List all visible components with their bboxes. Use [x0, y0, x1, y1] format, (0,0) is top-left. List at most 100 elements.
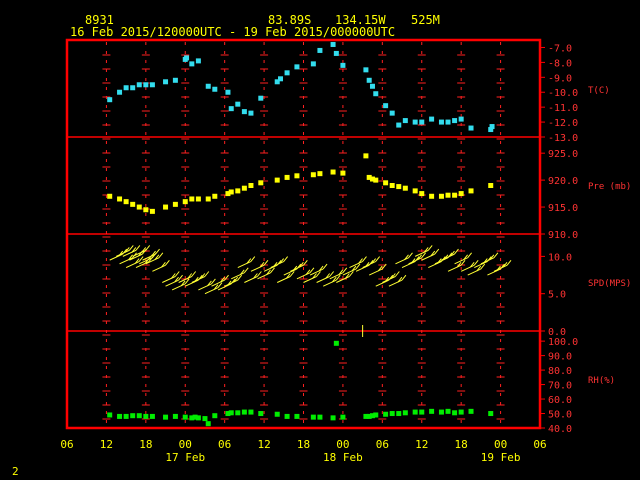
wind-barb-flag: [351, 265, 357, 272]
temperature-point: [438, 119, 444, 125]
wind-barb: [395, 252, 413, 265]
wind-barb: [336, 271, 354, 283]
humidity-point: [317, 414, 323, 420]
wind-barb-flag: [397, 276, 403, 283]
wind-barb: [178, 271, 197, 283]
wind-barb-flag: [145, 245, 151, 251]
temperature-point: [488, 127, 494, 133]
wind-barb-flag: [200, 273, 206, 279]
wind-barb-staff: [441, 253, 455, 261]
wind-barb: [329, 267, 348, 280]
wind-barb-flag: [348, 271, 354, 277]
humidity-point: [369, 413, 375, 419]
pressure-point: [419, 191, 425, 197]
pressure-point: [330, 169, 336, 175]
station-id: 8931: [85, 13, 114, 27]
wind-barb-staff: [162, 276, 176, 283]
pressure-point: [195, 196, 201, 202]
temperature-point: [189, 61, 195, 67]
wind-barb-staff: [467, 268, 481, 276]
wind-barb-staff: [342, 268, 357, 276]
humidity-point: [402, 410, 408, 416]
wind-barb-staff: [414, 249, 429, 257]
humidity-point: [136, 413, 142, 419]
wind-barb: [408, 252, 427, 265]
temperature-point: [294, 64, 300, 70]
wind-barb-flag: [178, 274, 183, 281]
wind-barb-flag: [210, 278, 216, 285]
y-tick-label-temperature: -7.0: [548, 43, 572, 54]
wind-barb-staff: [171, 283, 186, 291]
y-tick-label-wind: 10.0: [548, 252, 572, 263]
wind-barb-staff: [375, 279, 389, 287]
x-tick-label: 06: [60, 438, 73, 451]
wind-barb-staff: [109, 253, 123, 261]
wind-barb-flag: [489, 254, 495, 261]
humidity-point: [172, 413, 178, 419]
temperature-point: [184, 55, 190, 61]
wind-barb: [244, 271, 262, 283]
wind-barb-staff: [290, 264, 304, 272]
humidity-point: [389, 411, 395, 417]
wind-barb-flag: [233, 276, 239, 283]
wind-barb: [171, 278, 190, 291]
pressure-point: [429, 193, 435, 199]
wind-barb-flag: [237, 274, 243, 281]
wind-barb-flag: [204, 271, 210, 277]
temperature-point: [163, 79, 169, 85]
humidity-point: [163, 414, 169, 420]
humidity-point: [310, 414, 316, 420]
wind-barb-staff: [211, 279, 225, 287]
pressure-point: [172, 201, 178, 207]
x-tick-label: 12: [257, 438, 270, 451]
pressure-point: [117, 196, 123, 202]
humidity-point: [117, 413, 123, 419]
humidity-point: [340, 414, 346, 420]
wind-barb-staff: [224, 279, 238, 287]
wind-barb-flag: [460, 259, 466, 266]
y-tick-label-temperature: -13.0: [548, 133, 578, 144]
wind-barb-flag: [154, 254, 160, 261]
panel-label-humidity: RH(%): [588, 376, 615, 386]
wind-barb: [231, 267, 249, 280]
wind-barb-staff: [139, 257, 153, 265]
x-tick-label: 00: [494, 438, 507, 451]
wind-barb-flag: [329, 271, 335, 277]
wind-barb-flag: [377, 265, 383, 272]
humidity-point: [419, 409, 425, 415]
humidity-point: [212, 413, 218, 419]
wind-barb: [145, 252, 164, 265]
wind-barb-staff: [460, 264, 475, 272]
x-tick-label: 06: [218, 438, 231, 451]
plot-frame: [65, 38, 542, 430]
wind-barb-flag: [355, 263, 361, 270]
wind-barb-staff: [454, 257, 468, 265]
x-tick-label: 06: [376, 438, 389, 451]
temperature-point: [149, 82, 155, 88]
pressure-point: [389, 183, 395, 188]
temperature-point: [396, 122, 402, 128]
y-tick-label-pressure: 925.0: [548, 149, 578, 160]
wind-barb-flag: [270, 267, 275, 274]
wind-barb: [454, 252, 472, 265]
wind-barb-flag: [184, 278, 190, 285]
humidity-point: [445, 408, 451, 414]
wind-barb-flag: [279, 258, 285, 264]
humidity-point: [468, 408, 474, 414]
wind-barb: [116, 245, 134, 257]
temperature-point: [130, 85, 136, 91]
wind-barb-flag: [390, 273, 396, 279]
wind-barb-staff: [270, 261, 284, 269]
wind-barb-flag: [256, 271, 262, 277]
y-tick-label-humidity: 70.0: [548, 381, 572, 392]
wind-barb-flag: [128, 245, 134, 251]
wind-barb-flag: [187, 273, 193, 279]
pressure-point: [163, 204, 169, 210]
wind-barb-flag: [381, 263, 387, 270]
humidity-point: [488, 411, 494, 417]
humidity-point: [383, 411, 389, 417]
humidity-point: [366, 413, 372, 419]
wind-barb: [211, 274, 229, 287]
wind-barb-flag: [467, 252, 472, 259]
wind-barb: [362, 256, 381, 269]
